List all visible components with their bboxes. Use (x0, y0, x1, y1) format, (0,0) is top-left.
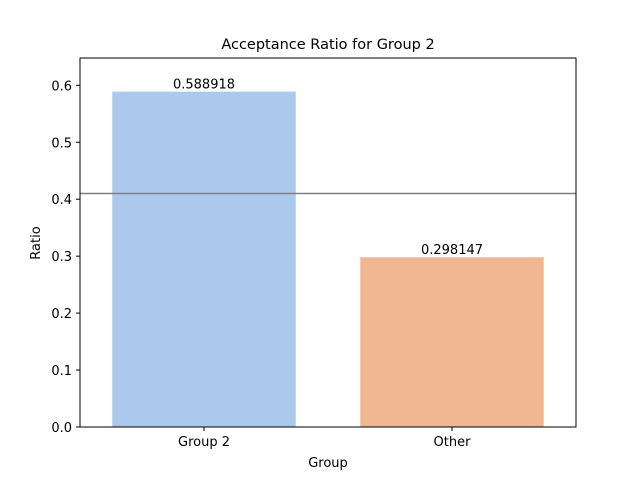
y-axis: 0.0 0.1 0.2 0.3 0.4 0.5 0.6 (51, 79, 80, 436)
y-tick-label: 0.5 (51, 136, 72, 151)
bar-group-2 (112, 91, 296, 427)
data-labels-layer: 0.588918 0.298147 (173, 78, 483, 259)
bar-other (360, 257, 544, 427)
y-tick-label: 0.4 (51, 193, 72, 208)
data-label-group-2: 0.588918 (173, 78, 235, 93)
y-tick-label: 0.1 (51, 364, 72, 379)
y-tick-label: 0.0 (51, 421, 72, 436)
y-tick-label: 0.2 (51, 307, 72, 322)
x-axis: Group 2 Other (178, 427, 471, 450)
chart-title: Acceptance Ratio for Group 2 (221, 37, 434, 53)
x-tick-label-group-2: Group 2 (178, 435, 230, 450)
x-tick-label-other: Other (434, 435, 472, 450)
y-tick-label: 0.6 (51, 79, 72, 94)
plot-frame (79, 57, 577, 428)
x-axis-label: Group (308, 456, 348, 471)
y-tick-label: 0.3 (51, 250, 72, 265)
data-label-other: 0.298147 (421, 243, 483, 258)
y-axis-label: Ratio (29, 226, 44, 259)
bars-layer (112, 91, 544, 427)
